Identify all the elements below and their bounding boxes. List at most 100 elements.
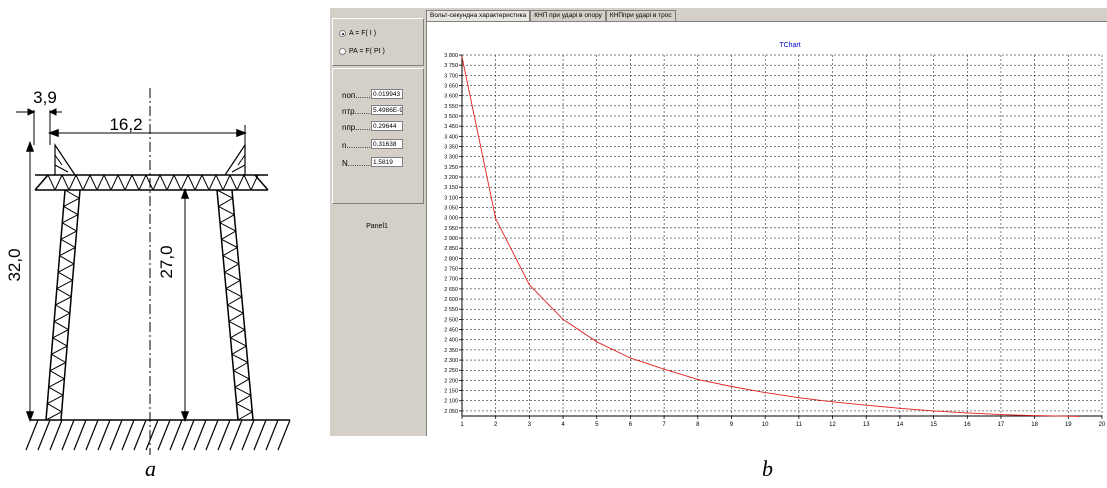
x-tick-label: 18	[1031, 422, 1038, 428]
data-point	[1000, 413, 1002, 416]
y-tick-label: 3 550	[444, 104, 458, 110]
data-point	[1067, 415, 1069, 417]
y-tick-label: 3 800	[444, 53, 458, 59]
data-point	[865, 404, 867, 406]
data-point	[596, 341, 598, 343]
y-tick-label: 2 900	[444, 236, 458, 242]
radio-button-selected[interactable]	[339, 30, 346, 37]
data-point	[798, 397, 800, 399]
tchart: TChart 2 050 2 100 2 150 2 200 2 250 2 300 2 35…	[444, 42, 1106, 428]
y-tick-label: 2 750	[444, 267, 458, 273]
y-tick-label: 2 550	[444, 307, 458, 313]
y-tick-label: 3 450	[444, 124, 458, 130]
dimension-27-0: 27,0	[157, 245, 176, 278]
data-point	[697, 378, 699, 380]
x-tick-label: 14	[897, 422, 904, 428]
data-point	[764, 392, 766, 394]
y-tick-label: 2 700	[444, 277, 458, 283]
tower-diagram: 3,9 16,2 32,0 27,0	[0, 0, 310, 483]
data-point	[562, 318, 564, 320]
app-window: A = F( I ) PA = F( PI ) nоп........ 0.01…	[330, 8, 1107, 436]
y-tick-label: 2 950	[444, 226, 458, 232]
x-tick-label: 3	[528, 422, 532, 428]
data-point	[899, 407, 901, 409]
radio-option-a-f-i[interactable]: A = F( I )	[339, 30, 376, 37]
dimension-32-0: 32,0	[5, 248, 24, 281]
y-tick-label: 3 350	[444, 145, 458, 151]
y-tick-label: 2 100	[444, 399, 458, 405]
y-tick-label: 3 050	[444, 206, 458, 212]
tower-diagram-svg: 3,9 16,2 32,0 27,0	[5, 88, 291, 455]
data-point	[629, 357, 632, 359]
field-value-nop[interactable]: 0.019943	[371, 89, 403, 99]
field-value-N[interactable]: 1.5819	[371, 157, 403, 167]
x-tick-label: 6	[629, 422, 633, 428]
x-tick-label: 13	[863, 422, 870, 428]
panel1-label: Panel1	[366, 223, 388, 230]
series-line	[461, 56, 1079, 417]
y-tick-label: 3 000	[444, 216, 458, 222]
y-tick-label: 3 700	[444, 73, 458, 79]
tab-volt-second[interactable]: Вольт-секундна характеристика	[426, 10, 531, 21]
field-value-ntr[interactable]: 5.4986E-9	[371, 105, 403, 115]
caption-b: b	[762, 456, 773, 481]
y-tick-label: 2 600	[444, 297, 458, 303]
data-point	[966, 412, 968, 414]
y-tick-label: 2 150	[444, 389, 458, 395]
data-point	[663, 368, 665, 370]
results-panel: nоп........ 0.019943 nтр........ 5.4986E…	[332, 68, 424, 204]
y-tick-label: 2 250	[444, 368, 458, 374]
x-tick-label: 17	[998, 422, 1005, 428]
x-tick-label: 11	[796, 422, 803, 428]
field-label-nop: nоп........	[342, 91, 374, 100]
field-value-n[interactable]: 0.31638	[371, 139, 403, 149]
y-tick-label: 2 350	[444, 348, 458, 354]
x-tick-label: 20	[1099, 422, 1106, 428]
data-point	[1077, 415, 1080, 418]
tab-knp-cable[interactable]: КНПпри ударі в трос	[605, 10, 676, 21]
y-tick-label: 3 150	[444, 185, 458, 191]
y-tick-label: 3 250	[444, 165, 458, 171]
y-tick-label: 3 400	[444, 134, 458, 140]
x-tick-label: 16	[964, 422, 971, 428]
data-point	[932, 410, 935, 412]
y-tick-label: 3 600	[444, 94, 458, 100]
caption-a: a	[145, 456, 156, 481]
y-tick-label: 2 650	[444, 287, 458, 293]
dimension-3-9: 3,9	[33, 88, 57, 107]
x-tick-label: 15	[930, 422, 937, 428]
tab-knp-support[interactable]: КНП при ударі в опору	[530, 10, 606, 21]
field-label-npr: nпр........	[342, 123, 374, 132]
y-tick-label: 3 300	[444, 155, 458, 161]
data-point	[528, 284, 530, 286]
tab-strip: Вольт-секундна характеристика КНП при уд…	[426, 10, 676, 21]
x-tick-label: 4	[561, 422, 565, 428]
y-tick-label: 2 450	[444, 328, 458, 334]
radio-button[interactable]	[339, 48, 346, 55]
y-tick-label: 2 300	[444, 358, 458, 364]
y-tick-label: 3 100	[444, 195, 458, 201]
y-tick-label: 3 500	[444, 114, 458, 120]
data-point	[831, 401, 834, 403]
x-tick-label: 10	[762, 422, 769, 428]
dimension-16-2: 16,2	[109, 115, 142, 134]
data-point	[461, 56, 463, 58]
x-tick-label: 8	[696, 422, 700, 428]
y-tick-label: 2 850	[444, 246, 458, 252]
x-tick-label: 12	[829, 422, 836, 428]
radio-label: A = F( I )	[349, 30, 377, 37]
chart-title: TChart	[779, 42, 800, 49]
field-label-n: n..............	[342, 141, 378, 150]
x-tick-label: 2	[494, 422, 498, 428]
y-tick-label: 2 200	[444, 378, 458, 384]
x-tick-label: 9	[730, 422, 734, 428]
chart-area: TChart 2 050 2 100 2 150 2 200 2 250 2 300 2 35…	[426, 21, 1107, 436]
radio-label: PA = F( PI )	[349, 48, 385, 55]
y-tick-label: 3 750	[444, 63, 458, 69]
y-tick-label: 2 500	[444, 317, 458, 323]
field-value-npr[interactable]: 0.29644	[371, 121, 403, 131]
radio-option-pa-f-pi[interactable]: PA = F( PI )	[339, 48, 385, 55]
y-tick-label: 2 050	[444, 409, 458, 415]
data-point	[730, 385, 733, 388]
data-point	[495, 218, 497, 220]
